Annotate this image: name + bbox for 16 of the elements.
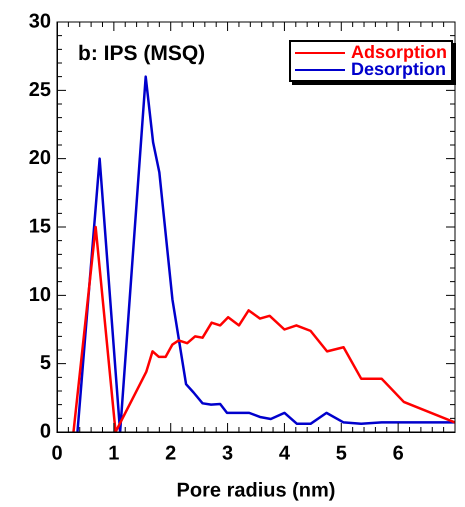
y-tick-label: 20 xyxy=(28,147,51,170)
x-tick-label: 5 xyxy=(336,442,347,465)
x-axis-title: Pore radius (nm) xyxy=(176,480,336,502)
y-tick-label: 10 xyxy=(28,284,51,306)
y-tick-label: 5 xyxy=(40,352,51,374)
y-tick-label: 0 xyxy=(40,420,51,443)
legend-label: Adsorption xyxy=(351,42,447,62)
x-tick-label: 6 xyxy=(392,442,404,465)
x-tick-label: 4 xyxy=(278,442,291,465)
y-tick-label: 25 xyxy=(28,78,51,101)
y-tick-label: 15 xyxy=(28,216,51,238)
x-tick-label: 3 xyxy=(222,442,234,465)
y-tick-label: 30 xyxy=(28,10,51,33)
text: b: IPS (MSQ) xyxy=(78,42,206,66)
x-tick-label: 2 xyxy=(165,442,176,465)
x-tick-label: 1 xyxy=(108,442,120,465)
